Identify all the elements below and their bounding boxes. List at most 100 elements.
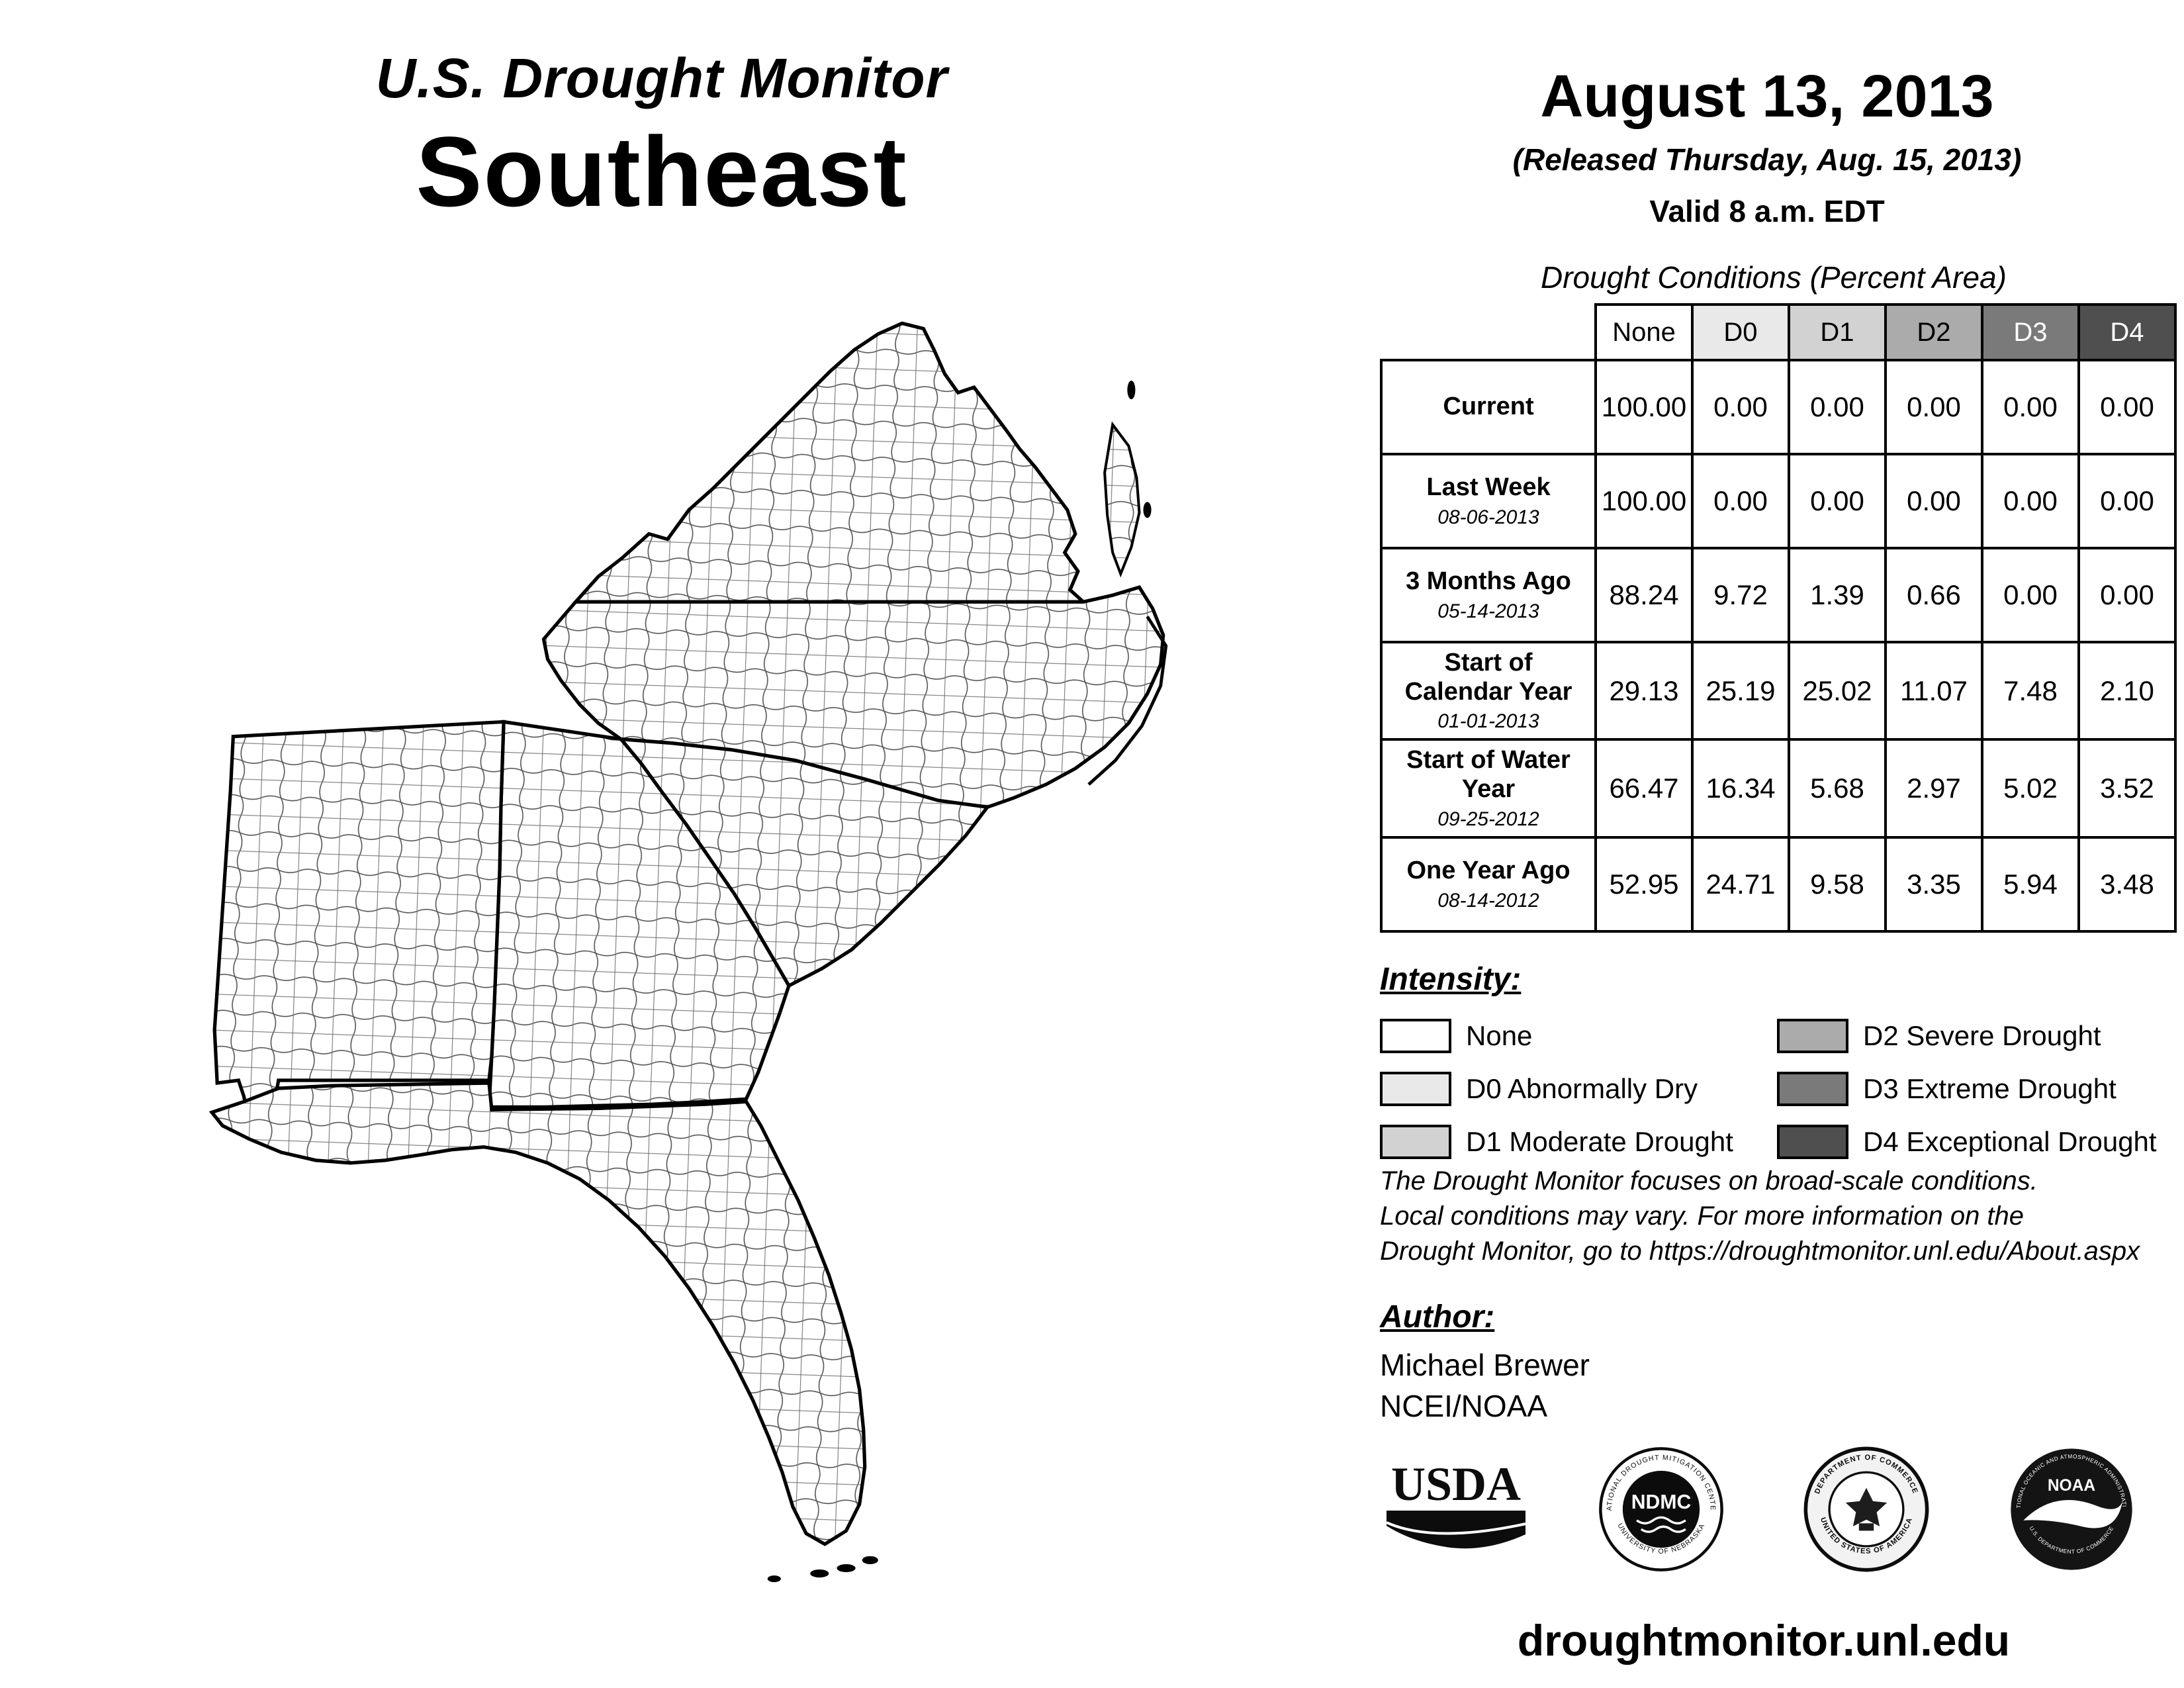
table-cell: 9.72 xyxy=(1691,547,1790,643)
state-alabama xyxy=(212,720,506,1131)
usda-logo-icon: USDA xyxy=(1386,1458,1526,1549)
table-cell: 25.19 xyxy=(1691,640,1790,741)
legend-grid: None D0 Abnormally Dry D1 Moderate Droug… xyxy=(1380,1009,2161,1168)
table-cell: 3.35 xyxy=(1884,835,1983,933)
eagle-emblem xyxy=(1845,1487,1888,1526)
state-north-carolina xyxy=(541,585,1165,809)
legend-swatch-d4 xyxy=(1777,1125,1848,1159)
table-cell: 3.52 xyxy=(2077,738,2177,839)
col-header-d4: D4 xyxy=(2077,303,2177,361)
commerce-seal-logo: DEPARTMENT OF COMMERCE UNITED STATES OF … xyxy=(1790,1446,1942,1572)
table-cell: 0.66 xyxy=(1884,547,1983,643)
table-cell: 5.94 xyxy=(1981,835,2080,933)
table-cell: 11.07 xyxy=(1884,640,1983,741)
col-header-none: None xyxy=(1594,303,1694,361)
row-label: Start of Calendar Year 01-01-2013 xyxy=(1380,640,1597,741)
svg-text:USDA: USDA xyxy=(1391,1458,1521,1511)
usda-logo: USDA xyxy=(1380,1446,1532,1572)
program-title: U.S. Drought Monitor xyxy=(375,47,948,109)
table-row-3-months-ago: 3 Months Ago 05-14-2013 88.24 9.72 1.39 … xyxy=(1380,547,2177,643)
table-cell: 16.34 xyxy=(1691,738,1790,839)
col-header-d1: D1 xyxy=(1788,303,1887,361)
table-cell: 0.00 xyxy=(1691,359,1790,455)
state-virginia-eastern-shore xyxy=(1103,421,1141,578)
legend-item-d4: D4 Exceptional Drought xyxy=(1777,1125,2161,1159)
coastal-islands xyxy=(1127,381,1152,518)
table-cell: 88.24 xyxy=(1594,547,1694,643)
table-cell: 25.02 xyxy=(1788,640,1887,741)
table-corner-cell xyxy=(1381,305,1596,360)
table-cell: 9.58 xyxy=(1788,835,1887,933)
ndmc-logo: NATIONAL DROUGHT MITIGATION CENTER UNIVE… xyxy=(1585,1446,1737,1572)
release-date: (Released Thursday, Aug. 15, 2013) xyxy=(1512,142,2022,177)
agency-logos: USDA NATIONAL DROUGHT MITIGATION CENTER … xyxy=(1380,1446,2148,1572)
legend-item-none: None xyxy=(1380,1019,1777,1053)
table-cell: 1.39 xyxy=(1788,547,1887,643)
table-cell: 29.13 xyxy=(1594,640,1694,741)
table-cell: 5.68 xyxy=(1788,738,1887,839)
legend-item-d3: D3 Extreme Drought xyxy=(1777,1072,2161,1106)
author-heading: Author: xyxy=(1380,1299,1495,1335)
table-cell: 5.02 xyxy=(1981,738,2080,839)
table-cell: 52.95 xyxy=(1594,835,1694,933)
table-cell: 0.00 xyxy=(1788,453,1887,549)
noaa-bird-swoosh xyxy=(2023,1499,2123,1528)
table-cell: 0.00 xyxy=(2077,547,2177,643)
noaa-logo-icon: NATIONAL OCEANIC AND ATMOSPHERIC ADMINIS… xyxy=(2006,1446,2132,1570)
ndmc-logo-icon: NATIONAL DROUGHT MITIGATION CENTER UNIVE… xyxy=(1596,1446,1723,1571)
table-cell: 0.00 xyxy=(2077,359,2177,455)
row-label: One Year Ago 08-14-2012 xyxy=(1380,835,1597,933)
disclaimer-text: The Drought Monitor focuses on broad-sca… xyxy=(1380,1164,2174,1268)
region-title: Southeast xyxy=(416,116,908,227)
table-cell: 100.00 xyxy=(1594,359,1694,455)
table-cell: 0.00 xyxy=(1691,453,1790,549)
legend-swatch-d1 xyxy=(1380,1125,1451,1159)
legend-item-d0: D0 Abnormally Dry xyxy=(1380,1072,1777,1106)
table-cell: 2.10 xyxy=(2077,640,2177,741)
author-name: Michael Brewer xyxy=(1380,1348,1590,1382)
commerce-seal-icon: DEPARTMENT OF COMMERCE UNITED STATES OF … xyxy=(1803,1446,1929,1572)
svg-text:NDMC: NDMC xyxy=(1631,1491,1691,1513)
table-cell: 0.00 xyxy=(1884,453,1983,549)
table-cell: 0.00 xyxy=(2077,453,2177,549)
report-date: August 13, 2013 xyxy=(1540,64,1994,130)
table-row-one-year-ago: One Year Ago 08-14-2012 52.95 24.71 9.58… xyxy=(1380,835,2177,933)
map-svg xyxy=(208,321,1168,1583)
table-cell: 7.48 xyxy=(1981,640,2080,741)
intensity-legend: Intensity: None D0 Abnormally Dry D1 Mod… xyxy=(1380,961,2161,1168)
table-cell: 0.00 xyxy=(1981,547,2080,643)
disclaimer-line-3: Drought Monitor, go to https://droughtmo… xyxy=(1380,1236,2140,1266)
legend-swatch-d0 xyxy=(1380,1072,1451,1106)
row-label: 3 Months Ago 05-14-2013 xyxy=(1380,547,1597,643)
table-row-last-week: Last Week 08-06-2013 100.00 0.00 0.00 0.… xyxy=(1380,453,2177,549)
col-header-d3: D3 xyxy=(1981,303,2080,361)
report-title-block: U.S. Drought Monitor Southeast xyxy=(265,46,1059,229)
disclaimer-line-1: The Drought Monitor focuses on broad-sca… xyxy=(1380,1166,2038,1196)
table-row-current: Current 100.00 0.00 0.00 0.00 0.00 0.00 xyxy=(1380,359,2177,455)
disclaimer-line-2: Local conditions may vary. For more info… xyxy=(1380,1201,2025,1231)
drought-conditions-table: None D0 D1 D2 D3 D4 Current 100.00 0.00 … xyxy=(1380,303,2177,933)
table-title: Drought Conditions (Percent Area) xyxy=(1541,260,2007,295)
state-virginia xyxy=(571,321,1088,604)
table-cell: 0.00 xyxy=(1788,359,1887,455)
table-header-row: None D0 D1 D2 D3 D4 xyxy=(1381,303,2177,361)
table-cell: 0.00 xyxy=(1981,359,2080,455)
svg-text:NOAA: NOAA xyxy=(2048,1477,2096,1495)
author-block: Author: Michael Brewer NCEI/NOAA xyxy=(1380,1299,1590,1427)
table-row-start-calendar-year: Start of Calendar Year 01-01-2013 29.13 … xyxy=(1380,640,2177,741)
southeast-drought-map xyxy=(199,305,1191,1648)
state-florida xyxy=(208,1081,867,1546)
legend-swatch-d3 xyxy=(1777,1072,1848,1106)
row-label: Current xyxy=(1380,359,1597,455)
table-cell: 2.97 xyxy=(1884,738,1983,839)
col-header-d2: D2 xyxy=(1884,303,1983,361)
table-cell: 66.47 xyxy=(1594,738,1694,839)
table-cell: 0.00 xyxy=(1981,453,2080,549)
row-label: Last Week 08-06-2013 xyxy=(1380,453,1597,549)
noaa-logo: NATIONAL OCEANIC AND ATMOSPHERIC ADMINIS… xyxy=(1995,1446,2148,1572)
date-block: August 13, 2013 (Released Thursday, Aug.… xyxy=(1377,63,2158,229)
florida-keys xyxy=(767,1556,878,1583)
valid-time: Valid 8 a.m. EDT xyxy=(1649,194,1885,228)
table-cell: 100.00 xyxy=(1594,453,1694,549)
